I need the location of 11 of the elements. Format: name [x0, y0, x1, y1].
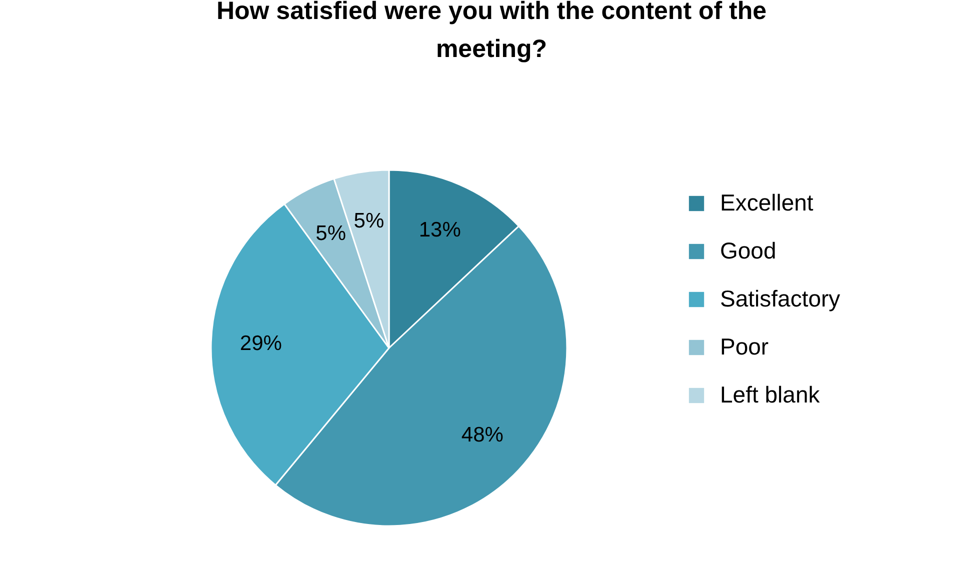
data-label: 29%: [240, 332, 282, 355]
data-label: 48%: [461, 424, 504, 447]
data-label: 5%: [316, 222, 346, 245]
legend-label: Satisfactory: [720, 286, 841, 312]
legend-label: Good: [720, 238, 776, 264]
chart-title: How satisfied were you with the content of the meeting?: [216, 0, 767, 63]
legend-label: Poor: [720, 334, 769, 360]
legend-label: Left blank: [720, 382, 820, 408]
data-label: 13%: [418, 218, 461, 242]
legend-label: Excellent: [720, 190, 814, 216]
data-label: 5%: [354, 209, 384, 232]
